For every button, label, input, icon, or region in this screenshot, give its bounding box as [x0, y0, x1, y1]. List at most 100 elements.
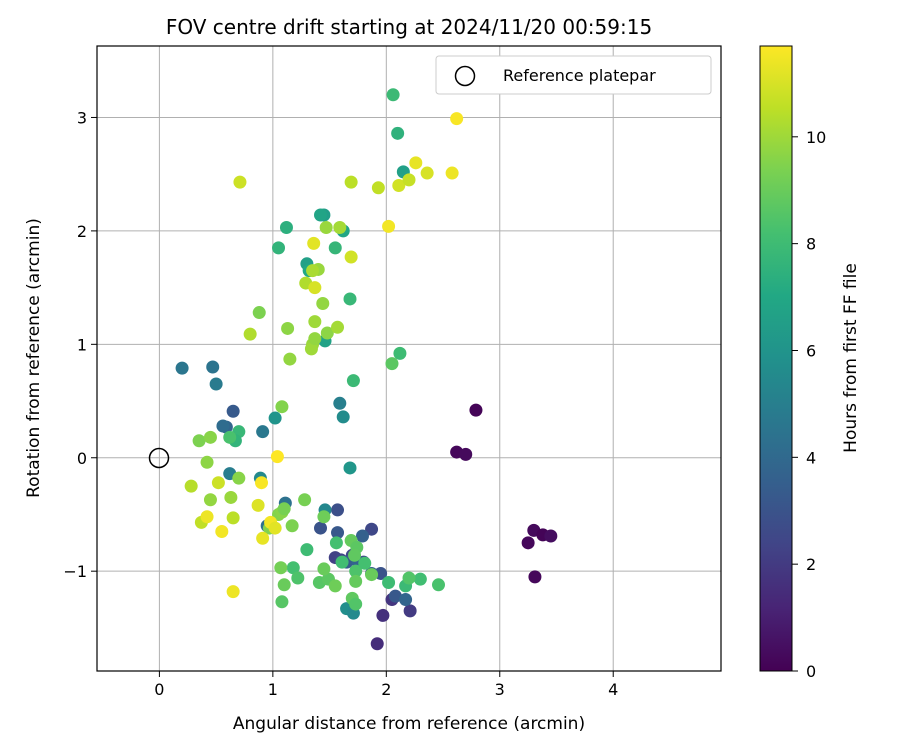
data-point	[223, 430, 237, 444]
data-point	[256, 531, 270, 545]
data-point	[255, 476, 269, 490]
data-point	[277, 502, 291, 516]
y-tick-label: 0	[77, 449, 87, 468]
data-point	[333, 220, 347, 234]
data-point	[275, 400, 289, 414]
data-point	[391, 126, 405, 140]
data-point	[413, 572, 427, 586]
data-point	[211, 476, 225, 490]
data-point	[286, 561, 300, 575]
data-point	[209, 377, 223, 391]
data-point	[320, 326, 334, 340]
data-point	[275, 595, 289, 609]
data-point	[393, 346, 407, 360]
x-axis-label: Angular distance from reference (arcmin)	[233, 714, 585, 734]
y-tick-label: 1	[77, 335, 87, 354]
data-point	[382, 576, 396, 590]
data-point	[355, 529, 369, 543]
colorbar-tick-label: 6	[806, 341, 816, 360]
y-tick-label: −1	[63, 562, 87, 581]
data-point	[328, 241, 342, 255]
data-point	[307, 236, 321, 250]
x-tick-label: 4	[608, 680, 618, 699]
data-point	[277, 578, 291, 592]
data-point	[206, 360, 220, 374]
data-point	[203, 493, 217, 507]
data-point	[224, 490, 238, 504]
data-point	[358, 556, 372, 570]
data-point	[343, 292, 357, 306]
colorbar-tick-label: 2	[806, 555, 816, 574]
data-point	[200, 455, 214, 469]
data-point	[256, 425, 270, 439]
colorbar-label: Hours from first FF file	[841, 263, 861, 453]
x-tick-label: 1	[268, 680, 278, 699]
data-point	[184, 479, 198, 493]
data-point	[226, 404, 240, 418]
data-point	[308, 281, 322, 295]
data-point	[331, 320, 345, 334]
data-point	[268, 411, 282, 425]
data-point	[336, 410, 350, 424]
colorbar-tick-label: 8	[806, 235, 816, 254]
data-point	[331, 503, 345, 517]
data-point	[243, 327, 257, 341]
data-point	[226, 585, 240, 599]
data-point	[346, 374, 360, 388]
data-point	[291, 571, 305, 585]
data-point	[203, 430, 217, 444]
data-point	[445, 166, 459, 180]
legend-label: Reference platepar	[503, 66, 656, 85]
data-point	[528, 570, 542, 584]
data-point	[349, 597, 363, 611]
data-point	[333, 396, 347, 410]
data-point	[317, 562, 331, 576]
data-point	[274, 561, 288, 575]
data-point	[343, 461, 357, 475]
data-point	[316, 296, 330, 310]
data-point	[200, 510, 214, 524]
y-axis-ticks: −1 0 1 2 3	[63, 108, 97, 581]
data-point	[215, 524, 229, 538]
colorbar-tick-label: 0	[806, 662, 816, 681]
data-point	[268, 521, 282, 535]
grid-lines	[97, 46, 721, 671]
data-point	[365, 568, 379, 582]
data-point	[283, 352, 297, 366]
data-point	[252, 306, 266, 320]
chart-title: FOV centre drift starting at 2024/11/20 …	[166, 15, 652, 39]
data-point	[371, 181, 385, 195]
data-point	[232, 471, 246, 485]
data-point	[349, 564, 363, 578]
y-axis-label: Rotation from reference (arcmin)	[24, 218, 44, 498]
data-point	[386, 88, 400, 102]
legend: Reference platepar	[435, 55, 712, 95]
data-point	[298, 493, 312, 507]
data-point	[306, 264, 320, 278]
data-point	[450, 112, 464, 126]
reference-marker	[148, 447, 170, 469]
data-point	[279, 220, 293, 234]
data-point	[251, 498, 265, 512]
data-point	[459, 447, 473, 461]
x-tick-label: 0	[154, 680, 164, 699]
data-point	[314, 521, 328, 535]
data-point	[409, 156, 423, 170]
x-axis-ticks: 0 1 2 3 4	[154, 671, 618, 699]
data-point	[285, 519, 299, 533]
data-point	[402, 571, 416, 585]
data-point	[402, 173, 416, 187]
data-point	[382, 219, 396, 233]
data-point	[385, 357, 399, 371]
data-point	[314, 208, 328, 222]
data-point	[376, 608, 390, 622]
data-point	[349, 574, 363, 588]
data-point	[329, 536, 343, 550]
data-point	[469, 403, 483, 417]
data-point	[281, 321, 295, 335]
data-point	[272, 241, 286, 255]
data-point	[544, 529, 558, 543]
y-tick-label: 3	[77, 108, 87, 127]
data-point	[192, 434, 206, 448]
data-point	[392, 179, 406, 193]
